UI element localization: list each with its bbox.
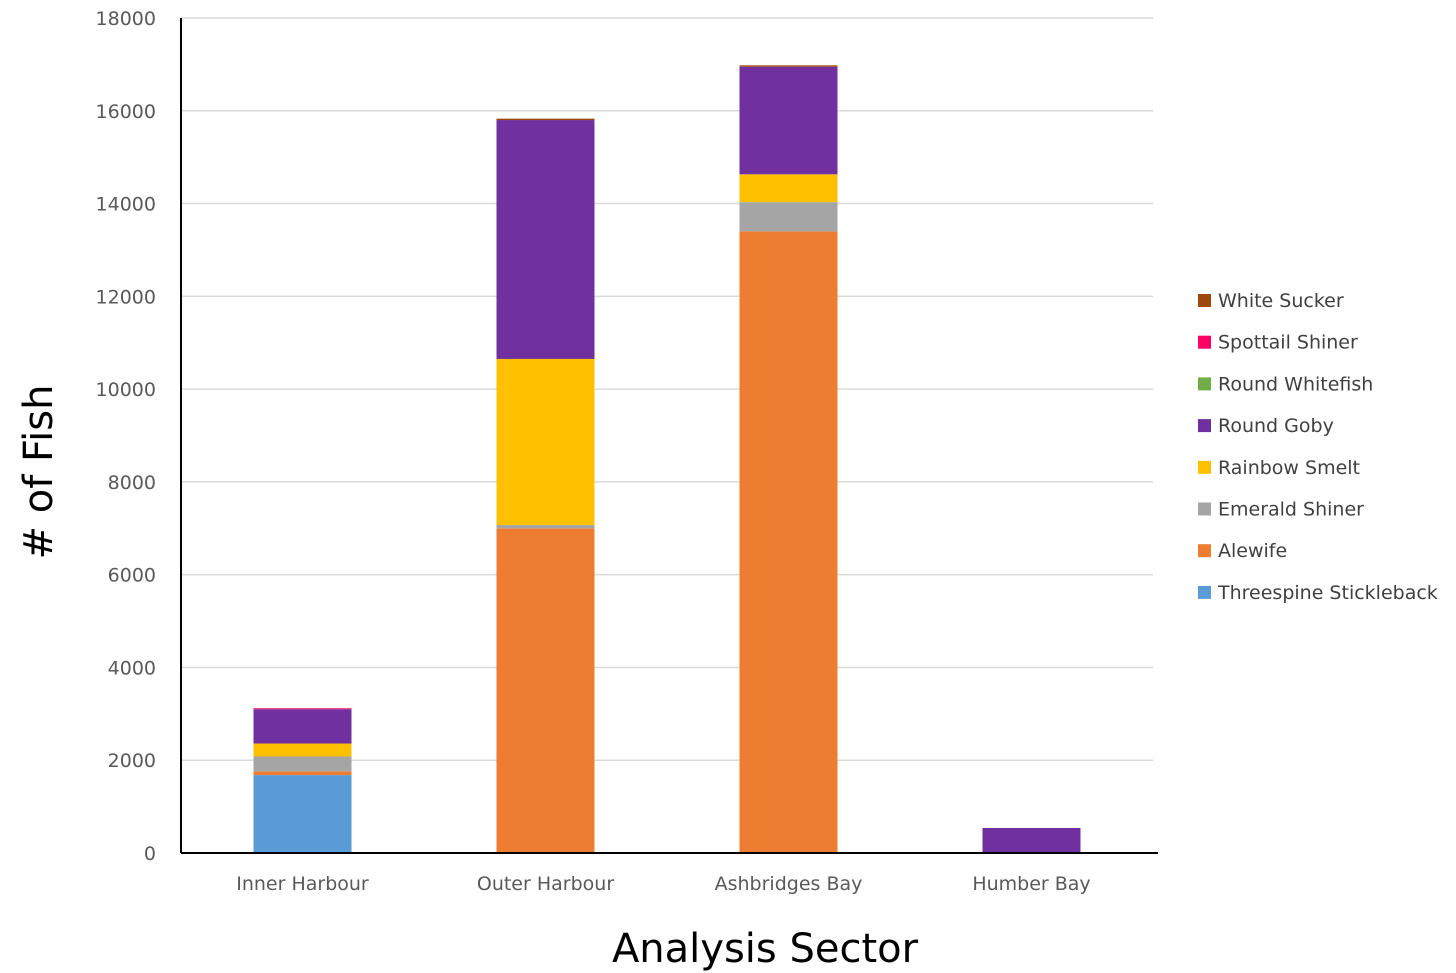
y-axis-title: # of Fish bbox=[16, 385, 62, 560]
legend-label: White Sucker bbox=[1218, 290, 1344, 312]
bar-segment bbox=[496, 118, 595, 121]
bar-segment bbox=[253, 708, 352, 710]
y-axis-ticks: 0 2000 4000 6000 8000 10000 12000 14000 16000 180… bbox=[96, 8, 156, 865]
gridlines bbox=[181, 17, 1153, 761]
bar-segment bbox=[739, 231, 838, 853]
legend-label: Alewife bbox=[1218, 540, 1287, 562]
x-tick-label: Outer Harbour bbox=[477, 873, 614, 895]
legend-swatch bbox=[1198, 377, 1211, 391]
y-tick-label: 0 bbox=[144, 843, 156, 865]
legend-label: Rainbow Smelt bbox=[1218, 457, 1360, 479]
legend-label: Round Whitefish bbox=[1218, 373, 1373, 395]
x-tick-label: Humber Bay bbox=[972, 873, 1090, 895]
legend-swatch bbox=[1198, 460, 1211, 474]
bar-segment bbox=[496, 528, 595, 853]
y-tick-label: 4000 bbox=[108, 657, 156, 679]
legend-swatch bbox=[1198, 502, 1211, 516]
bar-segment bbox=[496, 525, 595, 529]
x-tick-label: Inner Harbour bbox=[236, 873, 369, 895]
bar-segment bbox=[739, 202, 838, 232]
axes bbox=[180, 18, 1158, 854]
bar-segment bbox=[253, 743, 352, 757]
bars bbox=[253, 65, 1081, 853]
bar-segment bbox=[496, 358, 595, 526]
legend-swatch bbox=[1198, 294, 1211, 307]
bar-segment bbox=[982, 827, 1081, 853]
y-tick-label: 10000 bbox=[96, 379, 156, 401]
legend-swatch bbox=[1198, 419, 1211, 433]
legend-label: Round Goby bbox=[1218, 415, 1334, 437]
bar-segment bbox=[253, 775, 352, 853]
legend-swatch bbox=[1198, 544, 1211, 558]
bar-segment bbox=[739, 65, 838, 67]
bar-segment bbox=[253, 709, 352, 744]
legend: White Sucker Spottail Shiner Round Whitefi… bbox=[1198, 290, 1438, 604]
y-tick-label: 14000 bbox=[96, 194, 156, 216]
legend-swatch bbox=[1198, 335, 1211, 349]
bar-segment bbox=[739, 174, 838, 203]
bar-segment bbox=[496, 120, 595, 359]
x-tick-label: Ashbridges Bay bbox=[715, 873, 863, 895]
legend-label: Spottail Shiner bbox=[1218, 332, 1358, 354]
bar-segment bbox=[253, 771, 352, 776]
bar-segment bbox=[739, 66, 838, 175]
y-tick-label: 6000 bbox=[108, 565, 156, 587]
legend-label: Emerald Shiner bbox=[1218, 499, 1364, 521]
bar-segment bbox=[253, 756, 352, 772]
y-tick-label: 16000 bbox=[96, 101, 156, 123]
x-axis-title: Analysis Sector bbox=[612, 926, 919, 972]
y-tick-label: 18000 bbox=[96, 8, 156, 30]
legend-label: Threespine Stickleback bbox=[1217, 582, 1438, 604]
y-tick-label: 8000 bbox=[108, 472, 156, 494]
y-tick-label: 12000 bbox=[96, 286, 156, 308]
x-axis-ticks: Inner Harbour Outer Harbour Ashbridges Bay… bbox=[236, 873, 1090, 895]
legend-swatch bbox=[1198, 585, 1211, 599]
y-tick-label: 2000 bbox=[108, 750, 156, 772]
